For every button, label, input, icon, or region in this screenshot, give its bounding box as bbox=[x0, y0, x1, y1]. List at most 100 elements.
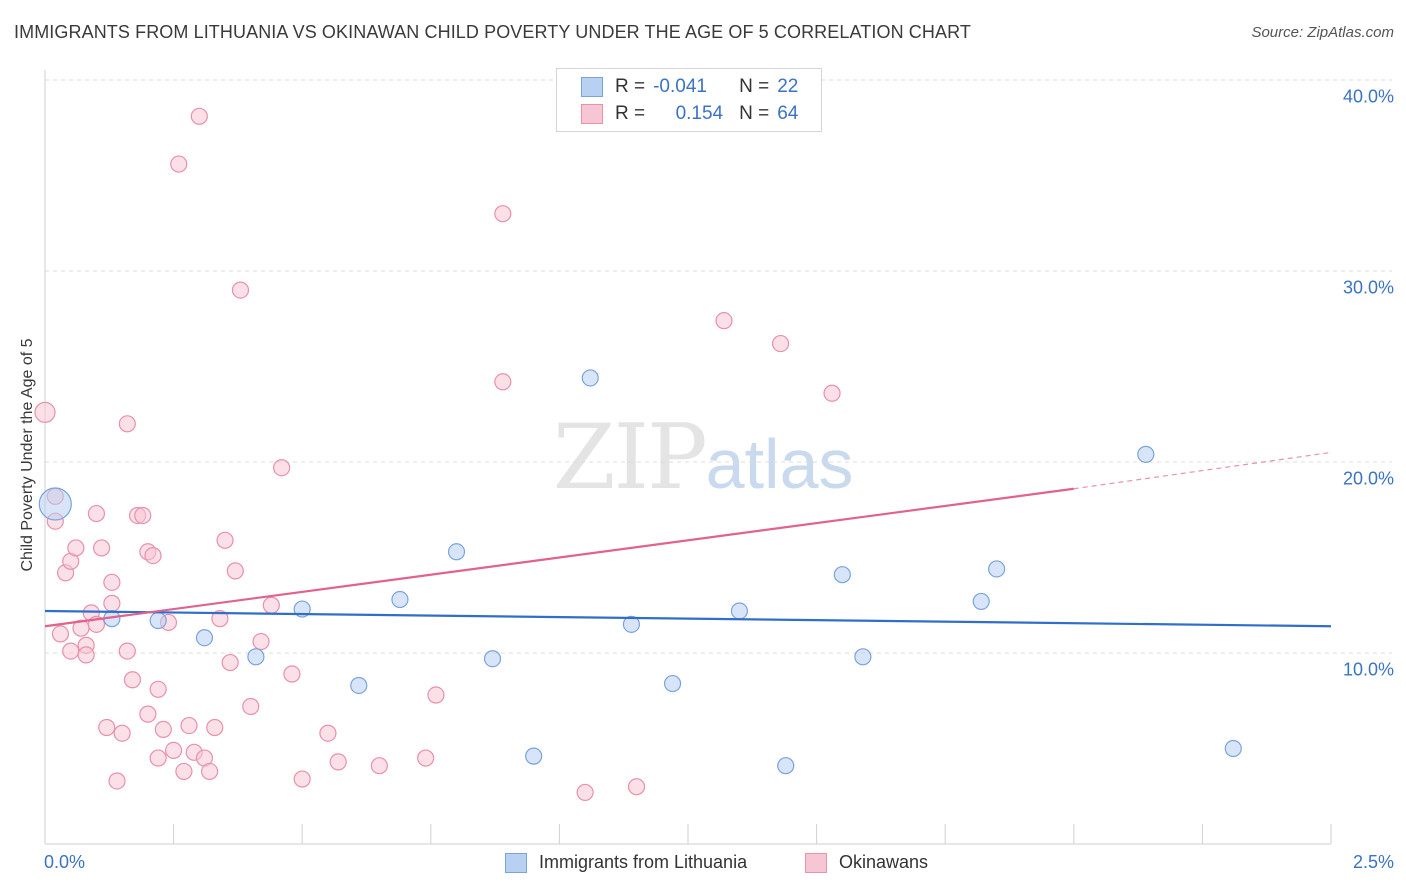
bottom-legend-label: Immigrants from Lithuania bbox=[539, 852, 748, 872]
bottom-legend-okinawans: Okinawans bbox=[805, 852, 928, 873]
lithuania-point bbox=[149, 611, 167, 630]
lithuania-point bbox=[854, 648, 872, 666]
lithuania-point bbox=[988, 560, 1006, 578]
okinawan-point bbox=[175, 762, 193, 781]
legend-n-value: 22 bbox=[777, 76, 799, 97]
lithuania-point bbox=[622, 615, 641, 633]
lithuania-point bbox=[730, 602, 749, 620]
legend-n-label: N = bbox=[739, 76, 770, 97]
okinawan-point bbox=[242, 697, 260, 716]
x-tick-label-max: 2.5% bbox=[1352, 852, 1394, 872]
lithuania-point bbox=[972, 592, 990, 611]
okinawan-point bbox=[201, 762, 219, 781]
okinawan-point bbox=[154, 720, 172, 739]
legend-n-value: 64 bbox=[777, 103, 799, 124]
lithuania-point bbox=[483, 650, 502, 668]
okinawan-point bbox=[262, 596, 280, 614]
okinawan-point bbox=[108, 772, 126, 790]
okinawan-point bbox=[427, 686, 445, 704]
bottom-legend-swatch-pink bbox=[805, 852, 827, 873]
okinawan-point bbox=[62, 642, 80, 660]
okinawan-point bbox=[149, 680, 167, 698]
legend-swatch-blue bbox=[581, 77, 603, 97]
lithuania-point bbox=[447, 543, 466, 561]
okinawan-point bbox=[329, 753, 347, 771]
bottom-legend-label: Okinawans bbox=[839, 852, 929, 872]
okinawan-point bbox=[715, 312, 733, 330]
lithuania-point bbox=[833, 566, 851, 584]
okinawan-point bbox=[576, 783, 594, 802]
okinawan-point bbox=[103, 573, 121, 591]
okinawan-point bbox=[103, 594, 121, 612]
okinawan-point bbox=[67, 539, 85, 557]
y-tick-label: 20.0% bbox=[1342, 468, 1394, 489]
okinawan-point bbox=[252, 632, 270, 651]
okinawan-point bbox=[123, 671, 142, 689]
legend-swatch-pink bbox=[581, 104, 603, 124]
okinawan-point bbox=[417, 749, 435, 767]
lithuania-point bbox=[663, 674, 682, 693]
okinawan-point bbox=[231, 281, 250, 299]
lithuania-point bbox=[581, 369, 599, 387]
okinawan-point bbox=[34, 401, 56, 423]
okinawan-point bbox=[627, 778, 646, 796]
lithuania-point bbox=[391, 590, 409, 609]
okinawan-point bbox=[113, 724, 131, 742]
okinawan-trend-extension bbox=[1073, 451, 1332, 490]
y-axis-label: Child Poverty Under the Age of 5 bbox=[19, 338, 36, 572]
legend-r-value: 0.154 bbox=[675, 103, 724, 124]
okinawan-point bbox=[144, 546, 162, 565]
chart-title: IMMIGRANTS FROM LITHUANIA VS OKINAWAN CH… bbox=[14, 22, 971, 42]
okinawan-point bbox=[118, 642, 136, 660]
okinawan-point bbox=[87, 504, 106, 523]
okinawan-point bbox=[170, 155, 188, 173]
okinawan-point bbox=[221, 653, 239, 672]
okinawan-point bbox=[51, 625, 70, 643]
okinawan-point bbox=[273, 459, 291, 477]
okinawan-trend-line bbox=[44, 487, 1074, 628]
okinawan-point bbox=[226, 562, 244, 580]
lithuania-trend-line bbox=[44, 609, 1332, 628]
lithuania-point bbox=[1224, 739, 1242, 758]
okinawan-point bbox=[283, 665, 301, 683]
watermark-atlas: atlas bbox=[705, 425, 854, 503]
okinawan-point bbox=[206, 718, 224, 737]
okinawan-point bbox=[319, 724, 337, 742]
okinawan-point bbox=[134, 506, 152, 525]
y-tick-label: 30.0% bbox=[1342, 277, 1394, 298]
lithuania-point bbox=[525, 747, 543, 765]
watermark-zip: ZIP bbox=[553, 405, 708, 510]
lithuania-point bbox=[195, 629, 214, 647]
okinawan-point bbox=[149, 749, 167, 767]
lithuania-point bbox=[38, 487, 72, 521]
lithuania-point bbox=[1137, 445, 1155, 463]
lithuania-point bbox=[350, 676, 368, 695]
x-tick-label-min: 0.0% bbox=[44, 852, 86, 872]
stats-legend: R = -0.041 N = 22 R = 0.154 N = 64 bbox=[556, 68, 822, 132]
legend-r-label: R = bbox=[615, 103, 646, 124]
okinawan-point bbox=[370, 757, 388, 775]
okinawan-point bbox=[190, 107, 208, 125]
legend-r-value: -0.041 bbox=[653, 76, 707, 97]
lithuania-point bbox=[777, 757, 795, 775]
okinawan-point bbox=[293, 770, 311, 788]
okinawan-point bbox=[98, 718, 116, 737]
okinawan-point bbox=[165, 741, 183, 760]
legend-n-label: N = bbox=[739, 103, 770, 124]
bottom-legend-swatch-blue bbox=[505, 852, 527, 873]
okinawan-point bbox=[494, 373, 512, 391]
legend-row-lithuania: R = -0.041 N = 22 bbox=[581, 75, 798, 99]
okinawan-point bbox=[180, 716, 198, 735]
y-tick-label: 40.0% bbox=[1342, 86, 1394, 107]
y-tick-label: 10.0% bbox=[1342, 659, 1394, 680]
legend-r-label: R = bbox=[615, 76, 646, 97]
source-label: Source: ZipAtlas.com bbox=[1251, 24, 1394, 41]
okinawan-point bbox=[771, 334, 790, 353]
okinawan-point bbox=[139, 705, 157, 723]
okinawan-point bbox=[118, 415, 136, 433]
okinawan-point bbox=[216, 531, 234, 549]
okinawan-point bbox=[494, 205, 512, 223]
legend-row-okinawans: R = 0.154 N = 64 bbox=[581, 102, 798, 126]
watermark: ZIPatlas bbox=[553, 405, 854, 510]
